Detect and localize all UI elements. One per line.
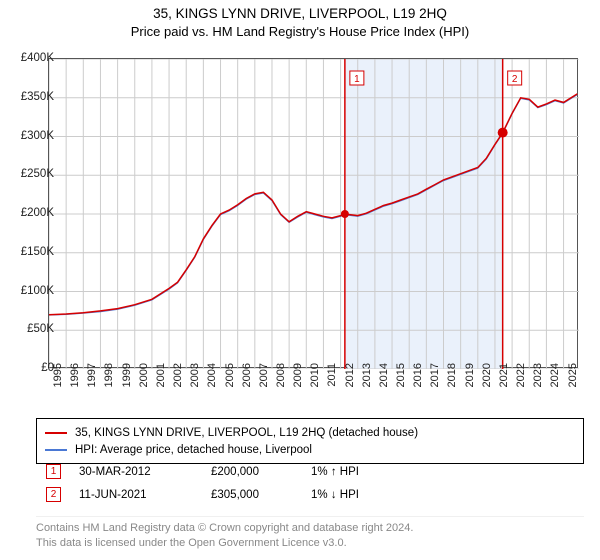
marker-date-1: 11-JUN-2021 [79,489,211,501]
legend-box: 35, KINGS LYNN DRIVE, LIVERPOOL, L19 2HQ… [36,418,584,464]
title-sub: Price paid vs. HM Land Registry's House … [0,24,600,39]
xtick-label: 1997 [86,363,98,403]
ytick-label: £150K [21,246,54,258]
xtick-label: 2019 [464,363,476,403]
marker-box-2: 2 [46,487,61,502]
title-block: 35, KINGS LYNN DRIVE, LIVERPOOL, L19 2HQ… [0,0,600,39]
xtick-label: 2005 [224,363,236,403]
figure-root: 35, KINGS LYNN DRIVE, LIVERPOOL, L19 2HQ… [0,0,600,560]
markers-row-0: 1 30-MAR-2012 £200,000 1% ↑ HPI [36,460,584,483]
legend-item-0: 35, KINGS LYNN DRIVE, LIVERPOOL, L19 2HQ… [45,424,575,441]
xtick-label: 2001 [155,363,167,403]
ytick-label: £100K [21,285,54,297]
xtick-label: 2008 [275,363,287,403]
attribution-block: Contains HM Land Registry data © Crown c… [36,516,584,551]
xtick-label: 2003 [189,363,201,403]
xtick-label: 2022 [515,363,527,403]
xtick-label: 2016 [412,363,424,403]
ytick-label: £250K [21,168,54,180]
chart-area: 12 [36,58,578,386]
marker-price-0: £200,000 [211,466,311,478]
xtick-label: 2004 [206,363,218,403]
xtick-label: 2025 [567,363,579,403]
xtick-label: 2010 [309,363,321,403]
xtick-label: 1999 [121,363,133,403]
xtick-label: 2012 [344,363,356,403]
xtick-label: 2002 [172,363,184,403]
plot-svg: 12 [49,59,579,369]
xtick-label: 2006 [241,363,253,403]
xtick-label: 2023 [532,363,544,403]
attribution-line-1: Contains HM Land Registry data © Crown c… [36,521,584,536]
ytick-label: £300K [21,130,54,142]
legend-swatch-0 [45,432,67,434]
svg-text:2: 2 [512,74,518,85]
markers-table: 1 30-MAR-2012 £200,000 1% ↑ HPI 2 11-JUN… [36,460,584,506]
xtick-label: 1995 [52,363,64,403]
legend-label-0: 35, KINGS LYNN DRIVE, LIVERPOOL, L19 2HQ… [75,427,418,439]
xtick-label: 2017 [429,363,441,403]
legend-label-1: HPI: Average price, detached house, Live… [75,444,312,456]
ytick-label: £50K [27,323,54,335]
title-main: 35, KINGS LYNN DRIVE, LIVERPOOL, L19 2HQ [0,6,600,21]
svg-text:1: 1 [354,74,360,85]
xtick-label: 2020 [481,363,493,403]
marker-pct-1: 1% ↓ HPI [311,489,471,501]
ytick-label: £200K [21,207,54,219]
legend-item-1: HPI: Average price, detached house, Live… [45,441,575,458]
marker-pct-0: 1% ↑ HPI [311,466,471,478]
marker-date-0: 30-MAR-2012 [79,466,211,478]
xtick-label: 2013 [361,363,373,403]
markers-row-1: 2 11-JUN-2021 £305,000 1% ↓ HPI [36,483,584,506]
legend-swatch-1 [45,449,67,451]
plot-area: 12 [48,58,578,368]
attribution-line-2: This data is licensed under the Open Gov… [36,536,584,551]
xtick-label: 1996 [69,363,81,403]
marker-price-1: £305,000 [211,489,311,501]
ytick-label: £350K [21,91,54,103]
xtick-label: 2007 [258,363,270,403]
xtick-label: 2014 [378,363,390,403]
xtick-label: 1998 [103,363,115,403]
xtick-label: 2018 [446,363,458,403]
xtick-label: 2024 [549,363,561,403]
xtick-label: 2000 [138,363,150,403]
marker-box-1: 1 [46,464,61,479]
xtick-label: 2009 [292,363,304,403]
xtick-label: 2021 [498,363,510,403]
ytick-label: £400K [21,52,54,64]
xtick-label: 2015 [395,363,407,403]
xtick-label: 2011 [326,363,338,403]
